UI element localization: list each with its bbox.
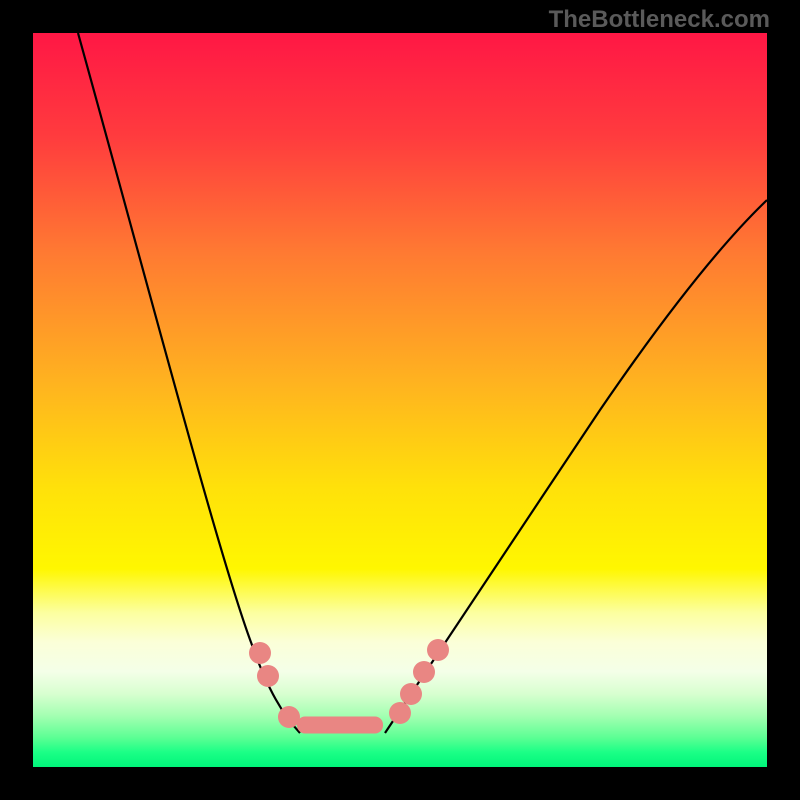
- data-marker: [278, 706, 300, 728]
- data-marker: [427, 639, 449, 661]
- data-marker: [249, 642, 271, 664]
- data-marker: [257, 665, 279, 687]
- plot-area: [33, 33, 767, 767]
- data-marker: [413, 661, 435, 683]
- data-marker: [400, 683, 422, 705]
- data-marker: [389, 702, 411, 724]
- watermark-text: TheBottleneck.com: [549, 6, 770, 34]
- chart-root: TheBottleneck.com: [0, 0, 800, 800]
